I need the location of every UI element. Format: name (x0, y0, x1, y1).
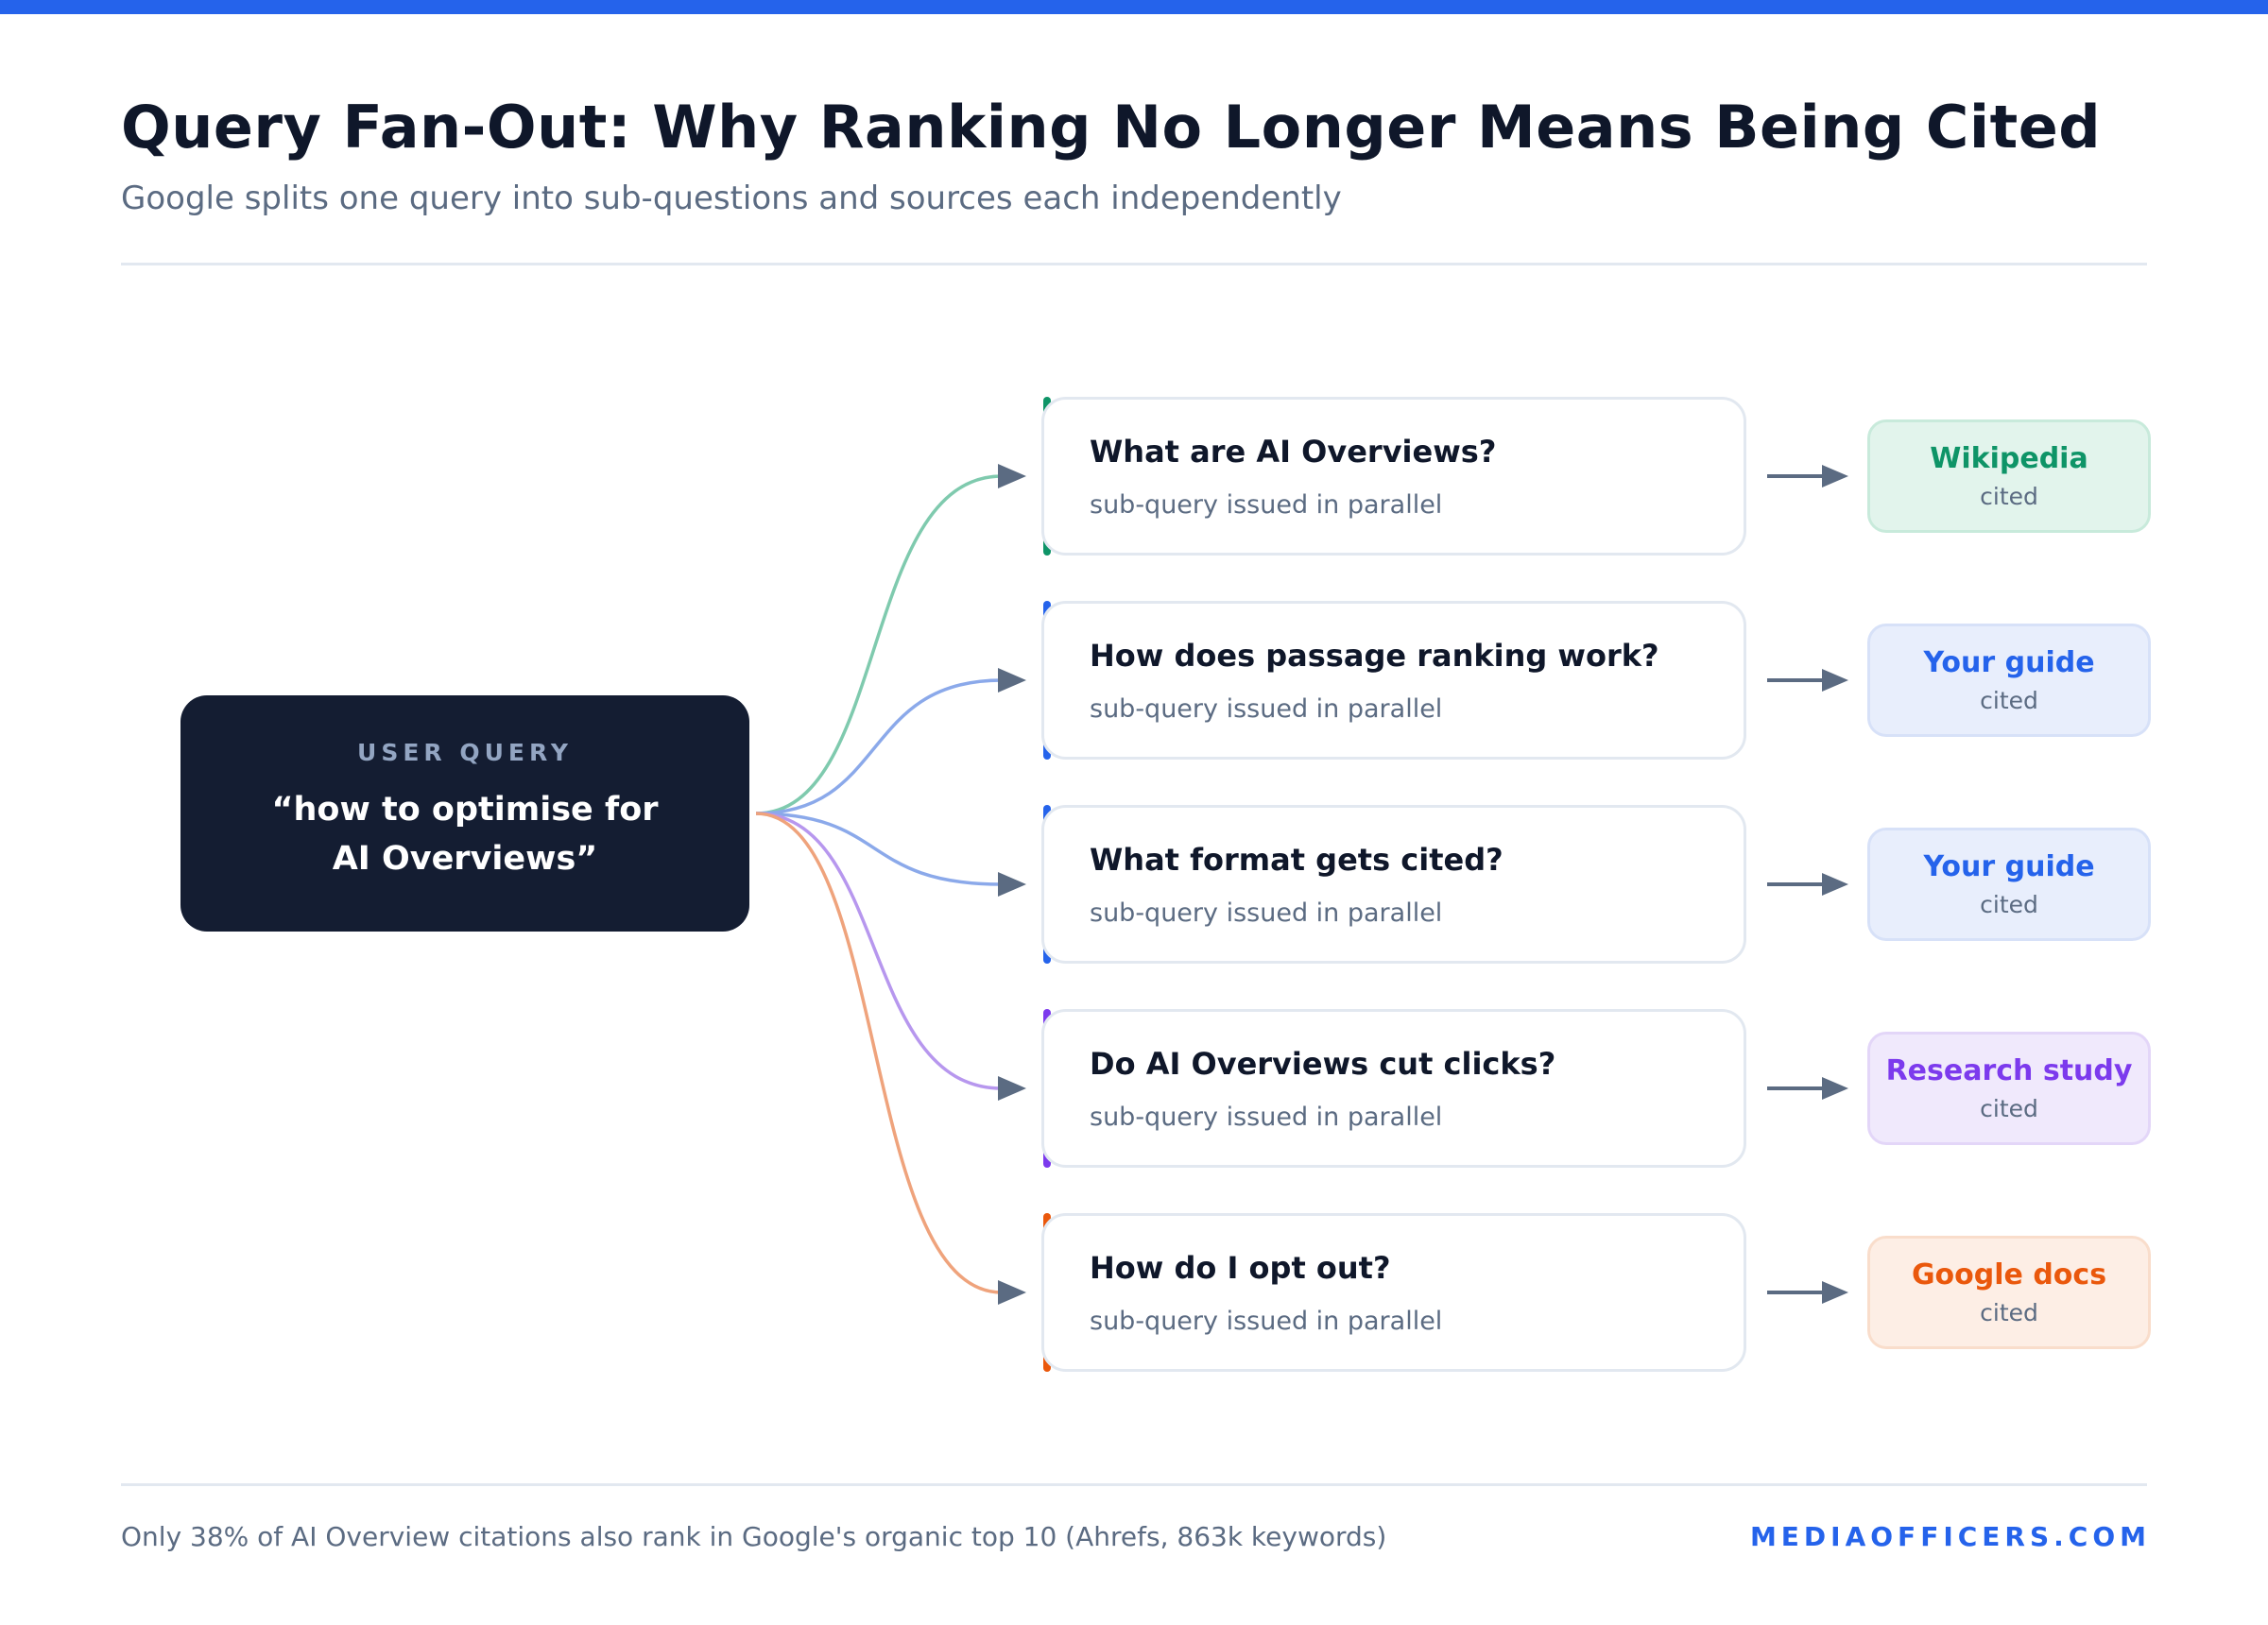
arrow-right-icon (1822, 1077, 1848, 1100)
source-card: Your guide cited (1867, 828, 2151, 941)
source-status: cited (1980, 483, 2038, 510)
user-query-box: USER QUERY “how to optimise for AI Overv… (180, 695, 749, 932)
fan-out-connector (755, 812, 1003, 886)
user-query-label: USER QUERY (357, 738, 573, 766)
sub-query-question: Do AI Overviews cut clicks? (1090, 1046, 1556, 1082)
arrow-right-icon (1822, 465, 1848, 488)
sub-query-question: What are AI Overviews? (1090, 434, 1497, 470)
user-query-text: “how to optimise for AI Overviews” (271, 790, 659, 878)
connector-arrowhead-icon (998, 668, 1026, 693)
top-accent-bar (0, 0, 2268, 14)
page-subtitle: Google splits one query into sub-questio… (121, 180, 1342, 217)
fan-out-connector (755, 678, 1003, 815)
source-status: cited (1980, 1299, 2038, 1326)
source-name: Wikipedia (1930, 442, 2088, 475)
arrow-right-icon (1822, 669, 1848, 692)
source-status: cited (1980, 891, 2038, 918)
arrow-right-icon (1822, 873, 1848, 896)
sub-query-card: How does passage ranking work? sub-query … (1041, 601, 1746, 760)
fan-out-connector (755, 812, 1003, 1294)
connector-arrowhead-icon (998, 1076, 1026, 1101)
header-divider (121, 263, 2147, 265)
source-name: Google docs (1911, 1258, 2107, 1291)
sub-query-question: How do I opt out? (1090, 1250, 1391, 1286)
source-name: Your guide (1923, 850, 2095, 883)
sub-query-card: How do I opt out? sub-query issued in par… (1041, 1213, 1746, 1372)
sub-query-question: What format gets cited? (1090, 842, 1503, 878)
source-card: Wikipedia cited (1867, 419, 2151, 533)
source-name: Your guide (1923, 646, 2095, 679)
sub-query-note: sub-query issued in parallel (1090, 490, 1443, 520)
source-name: Research study (1885, 1054, 2133, 1087)
arrow-right-icon (1822, 1281, 1848, 1304)
sub-query-note: sub-query issued in parallel (1090, 694, 1443, 724)
page-title: Query Fan-Out: Why Ranking No Longer Mea… (121, 93, 2102, 162)
sub-query-note: sub-query issued in parallel (1090, 898, 1443, 928)
footer-divider (121, 1483, 2147, 1486)
source-status: cited (1980, 687, 2038, 714)
source-status: cited (1980, 1095, 2038, 1122)
source-card: Google docs cited (1867, 1236, 2151, 1349)
sub-query-question: How does passage ranking work? (1090, 638, 1659, 674)
connector-arrowhead-icon (998, 1280, 1026, 1305)
sub-query-note: sub-query issued in parallel (1090, 1307, 1443, 1336)
source-card: Your guide cited (1867, 624, 2151, 737)
footer-note: Only 38% of AI Overview citations also r… (121, 1521, 1387, 1552)
sub-query-card: What format gets cited? sub-query issued … (1041, 805, 1746, 964)
connector-arrowhead-icon (998, 464, 1026, 488)
sub-query-card: What are AI Overviews? sub-query issued i… (1041, 397, 1746, 556)
sub-query-card: Do AI Overviews cut clicks? sub-query iss… (1041, 1009, 1746, 1168)
connector-arrowhead-icon (998, 872, 1026, 897)
sub-query-note: sub-query issued in parallel (1090, 1103, 1443, 1132)
fan-out-connector (755, 812, 1003, 1090)
fan-out-connector (755, 474, 1003, 815)
source-card: Research study cited (1867, 1032, 2151, 1145)
brand-link[interactable]: MEDIAOFFICERS.COM (1749, 1521, 2151, 1552)
